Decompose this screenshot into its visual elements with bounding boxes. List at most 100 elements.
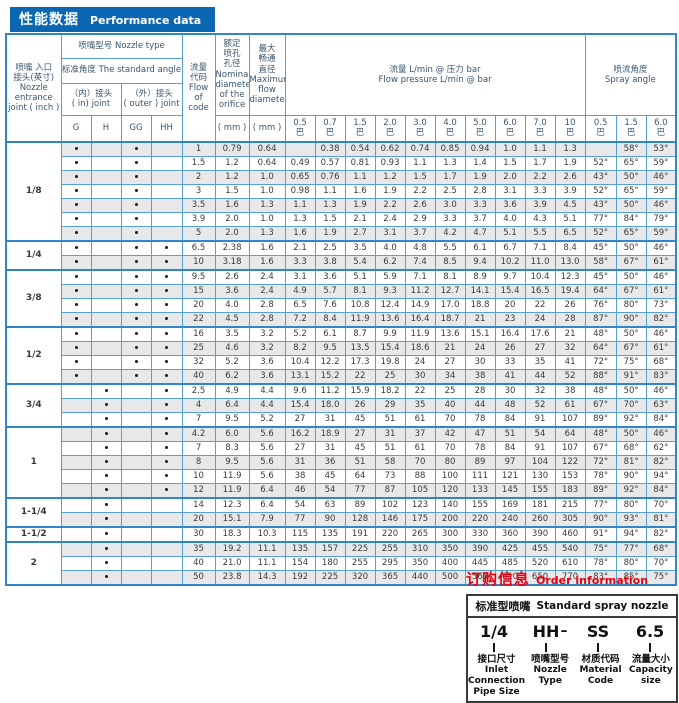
- joint-availability-cell: [150, 398, 183, 413]
- spray-angle-cell: [584, 141, 617, 157]
- spray-angle-cell: 72°: [584, 355, 617, 370]
- table-row: 32 5.2 3.6 10.4 12.2 17.3 19.8 24 27 30 33 35 41 72° 7…: [6, 355, 677, 370]
- banner-title-en: Performance data: [90, 14, 202, 27]
- joint-availability-cell: [90, 212, 122, 227]
- flow-value-cell: 610: [494, 570, 526, 586]
- joint-availability-cell: [120, 355, 152, 370]
- dot-marker: [104, 403, 108, 407]
- spray-angle-cell: 80°: [615, 497, 647, 513]
- flow-value-cell: 31: [284, 455, 316, 470]
- flow-code-cell: 50: [181, 570, 216, 586]
- orifice-diameter-cell: 1.2: [214, 156, 250, 171]
- table-row: 50 23.8 14.3 192 225 320 365 440 500 560 610 650 770…: [6, 570, 677, 586]
- joint-availability-cell: [60, 526, 92, 543]
- dot-marker: [104, 547, 108, 551]
- joint-availability-cell: [90, 441, 122, 456]
- header-in-joint: （内）接头 ( in) joint: [60, 82, 122, 116]
- dot-marker: [104, 503, 108, 507]
- header-col-hh: HH: [150, 114, 183, 143]
- dot-marker: [104, 460, 108, 464]
- orifice-diameter-cell: 4.5: [214, 312, 250, 328]
- flow-value-cell: 31: [314, 412, 346, 428]
- table-row: 20 4.0 2.8 6.5 7.6 10.8 12.4 14.9 17.0 18.8 20 22 26…: [6, 298, 677, 313]
- joint-availability-cell: [90, 469, 122, 484]
- dot-marker: [134, 231, 138, 235]
- spray-angle-cell: 50°: [615, 326, 647, 342]
- joint-availability-cell: [60, 226, 92, 242]
- spray-angle-cell: 87°: [584, 312, 617, 328]
- flow-value-cell: 2.1: [284, 240, 316, 256]
- flow-code-cell: 10: [181, 469, 216, 484]
- order-value-capacity: 6.5: [635, 622, 665, 641]
- joint-availability-cell: [60, 383, 92, 399]
- joint-availability-cell: [120, 284, 152, 299]
- dot-marker: [74, 346, 78, 350]
- flow-value-cell: 350: [434, 541, 466, 557]
- joint-availability-cell: [120, 455, 152, 470]
- order-label-pipe-size: 接口尺寸 Inlet Connection Pipe Size: [468, 652, 525, 697]
- table-row: 4 6.4 4.4 15.4 18.0 26 29 35 40 44 48 52 61 67° 70° 63°: [6, 398, 677, 413]
- flow-value-cell: 54: [284, 497, 316, 513]
- pressure-column-header: 10 巴: [554, 114, 586, 143]
- flow-value-cell: 128: [344, 512, 376, 528]
- joint-availability-cell: [90, 184, 122, 199]
- flow-value-cell: 1.2: [374, 170, 406, 185]
- orifice-diameter-cell: 3.6: [214, 284, 250, 299]
- joint-availability-cell: [90, 284, 122, 299]
- order-dash: –: [560, 623, 568, 639]
- flow-value-cell: 154: [284, 556, 316, 571]
- flow-value-cell: 10.2: [494, 255, 526, 271]
- flow-value-cell: 27: [344, 426, 376, 442]
- table-row: 7 9.5 5.2 27 31 45 51 61 70 78 84 91 107 89° 92° 84°: [6, 412, 677, 428]
- dot-marker: [134, 289, 138, 293]
- flow-value-cell: 2.7: [344, 226, 376, 242]
- table-row: 1/8 1 0.79 0.64 0.38 0.54 0.62 0.74 0.85 0.94 1.0 1…: [5, 141, 677, 242]
- joint-availability-cell: [150, 355, 183, 370]
- flow-value-cell: 5.2: [284, 326, 316, 342]
- header-outer-joint-text: （外）接头 ( outer ) joint: [123, 88, 180, 109]
- spray-angle-cell: 46°: [645, 426, 677, 442]
- flow-value-cell: 1.9: [374, 184, 406, 199]
- flow-value-cell: 0.57: [314, 156, 346, 171]
- table-row: 10 3.18 1.6 3.3 3.8 5.4 6.2 7.4 8.5 9.4 10.2 11.0 13…: [6, 255, 677, 271]
- dot-marker: [74, 175, 78, 179]
- flow-value-cell: 1.6: [344, 184, 376, 199]
- spray-angle-cell: 67°: [615, 284, 647, 299]
- flow-code-cell: 6.5: [181, 240, 216, 256]
- joint-availability-cell: [90, 355, 122, 370]
- order-label-en: Material Code: [579, 665, 622, 686]
- dot-marker: [74, 161, 78, 165]
- spray-angle-cell: 67°: [615, 255, 647, 271]
- table-row: 25 4.6 3.2 8.2 9.5 13.5 15.4 18.6 21 24 26 27 32 64° 6…: [6, 341, 677, 356]
- flow-value-cell: 7.1: [404, 269, 436, 285]
- flow-value-cell: 3.6: [494, 198, 526, 213]
- flow-value-cell: 26: [494, 341, 526, 356]
- header-flow-code-text: 流量 代码 Flow of code: [188, 62, 209, 114]
- flow-value-cell: 18.2: [374, 383, 406, 399]
- joint-availability-cell: [150, 383, 183, 399]
- order-box-body: 1/4 HH SS 6.5 – 接口尺寸 Inlet Connection Pi…: [468, 618, 676, 701]
- flow-value-cell: 47: [464, 426, 496, 442]
- dot-marker: [165, 488, 169, 492]
- flow-value-cell: 2.5: [434, 184, 466, 199]
- spray-angle-cell: 59°: [645, 226, 677, 242]
- flow-value-cell: 38: [284, 469, 316, 484]
- flow-code-cell: 4.2: [181, 426, 216, 442]
- joint-availability-cell: [150, 284, 183, 299]
- joint-availability-cell: [150, 198, 183, 213]
- joint-availability-cell: [90, 369, 122, 385]
- dot-marker: [74, 217, 78, 221]
- flow-value-cell: 1.1: [284, 198, 316, 213]
- flow-value-cell: 26: [554, 298, 586, 313]
- flow-value-cell: 89: [344, 497, 376, 513]
- flow-value-cell: 265: [404, 526, 436, 543]
- flow-value-cell: 11.2: [314, 383, 346, 399]
- flow-value-cell: 305: [554, 512, 586, 528]
- flow-code-cell: 10: [181, 255, 216, 271]
- flow-value-cell: 7.2: [284, 312, 316, 328]
- flow-value-cell: 61: [404, 412, 436, 428]
- flow-value-cell: 3.3: [464, 198, 496, 213]
- dot-marker: [104, 561, 108, 565]
- joint-availability-cell: [60, 455, 92, 470]
- spray-angle-cell: 91°: [615, 369, 647, 385]
